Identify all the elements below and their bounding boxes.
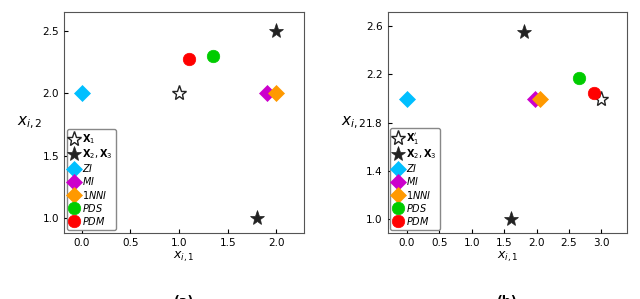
Text: (b): (b) — [497, 295, 518, 299]
X-axis label: $x_{i,1}$: $x_{i,1}$ — [173, 249, 195, 264]
Y-axis label: $x_{i,2}$: $x_{i,2}$ — [340, 115, 366, 131]
Legend: $\mathbf{X}_1'$, $\mathbf{X}_2, \mathbf{X}_3$, $ZI$, $MI$, $1NNI$, $PDS$, $PDM$: $\mathbf{X}_1'$, $\mathbf{X}_2, \mathbf{… — [390, 128, 440, 230]
Y-axis label: $x_{i,2}$: $x_{i,2}$ — [17, 115, 42, 131]
Text: (a): (a) — [173, 295, 194, 299]
Legend: $\mathbf{X}_1$, $\mathbf{X}_2, \mathbf{X}_3$, $ZI$, $MI$, $1NNI$, $PDS$, $PDM$: $\mathbf{X}_1$, $\mathbf{X}_2, \mathbf{X… — [67, 129, 116, 230]
X-axis label: $x_{i,1}$: $x_{i,1}$ — [497, 249, 518, 264]
